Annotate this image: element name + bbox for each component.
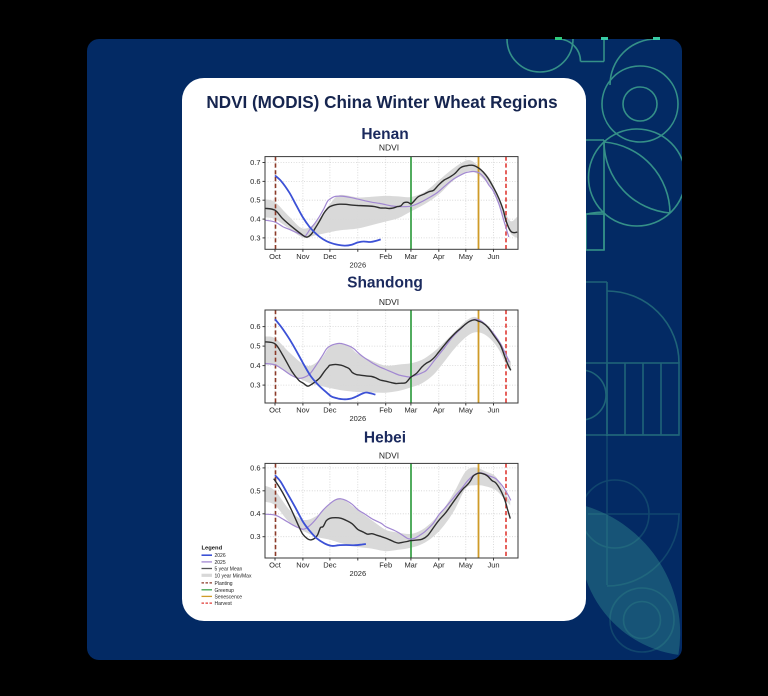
svg-text:May: May <box>459 561 473 570</box>
svg-text:Hebei: Hebei <box>364 430 406 447</box>
svg-text:0.5: 0.5 <box>250 196 260 205</box>
svg-text:0.6: 0.6 <box>250 463 260 472</box>
svg-text:0.3: 0.3 <box>250 381 260 390</box>
svg-text:Oct: Oct <box>269 561 282 570</box>
svg-text:May: May <box>459 406 473 415</box>
svg-text:Apr: Apr <box>433 406 445 415</box>
svg-text:Apr: Apr <box>433 561 445 570</box>
svg-text:Jun: Jun <box>487 252 499 261</box>
svg-text:0.7: 0.7 <box>250 158 260 167</box>
svg-text:5 year Mean: 5 year Mean <box>215 567 243 573</box>
svg-text:Planting: Planting <box>215 581 233 587</box>
svg-text:0.6: 0.6 <box>250 177 260 186</box>
svg-text:0.5: 0.5 <box>250 486 260 495</box>
svg-text:Oct: Oct <box>269 252 282 261</box>
svg-text:0.3: 0.3 <box>250 233 260 242</box>
svg-text:Apr: Apr <box>433 252 445 261</box>
svg-text:NDVI: NDVI <box>379 143 399 153</box>
svg-text:0.6: 0.6 <box>250 322 260 331</box>
svg-text:2026: 2026 <box>349 260 366 269</box>
svg-text:Greenup: Greenup <box>215 588 235 594</box>
svg-text:0.5: 0.5 <box>250 342 260 351</box>
svg-text:Feb: Feb <box>379 406 392 415</box>
svg-text:0.4: 0.4 <box>250 361 260 370</box>
svg-text:Jun: Jun <box>487 561 499 570</box>
svg-text:0.3: 0.3 <box>250 532 260 541</box>
svg-text:Dec: Dec <box>323 406 337 415</box>
svg-text:Jun: Jun <box>487 406 499 415</box>
svg-text:2026: 2026 <box>215 553 226 559</box>
svg-text:Legend: Legend <box>202 546 223 552</box>
svg-text:Oct: Oct <box>269 406 282 415</box>
svg-text:0.4: 0.4 <box>250 215 260 224</box>
svg-text:Mar: Mar <box>404 406 417 415</box>
svg-text:Nov: Nov <box>296 252 310 261</box>
svg-text:Nov: Nov <box>296 561 310 570</box>
svg-text:NDVI: NDVI <box>379 451 399 461</box>
svg-text:Mar: Mar <box>404 252 417 261</box>
svg-text:Shandong: Shandong <box>347 275 423 292</box>
svg-text:Henan: Henan <box>361 126 408 143</box>
svg-text:10 year Min/Max: 10 year Min/Max <box>215 573 252 579</box>
svg-text:Nov: Nov <box>296 406 310 415</box>
svg-text:Dec: Dec <box>323 561 337 570</box>
svg-text:0.4: 0.4 <box>250 509 260 518</box>
svg-text:May: May <box>459 252 473 261</box>
svg-text:2026: 2026 <box>349 569 366 578</box>
svg-text:2026: 2026 <box>349 414 366 423</box>
svg-text:2025: 2025 <box>215 560 226 566</box>
svg-text:Mar: Mar <box>404 561 417 570</box>
svg-text:Senescence: Senescence <box>215 594 243 600</box>
svg-text:Feb: Feb <box>379 252 392 261</box>
svg-text:Feb: Feb <box>379 561 392 570</box>
svg-text:NDVI: NDVI <box>379 297 399 307</box>
svg-text:Harvest: Harvest <box>215 601 233 607</box>
svg-text:Dec: Dec <box>323 252 337 261</box>
